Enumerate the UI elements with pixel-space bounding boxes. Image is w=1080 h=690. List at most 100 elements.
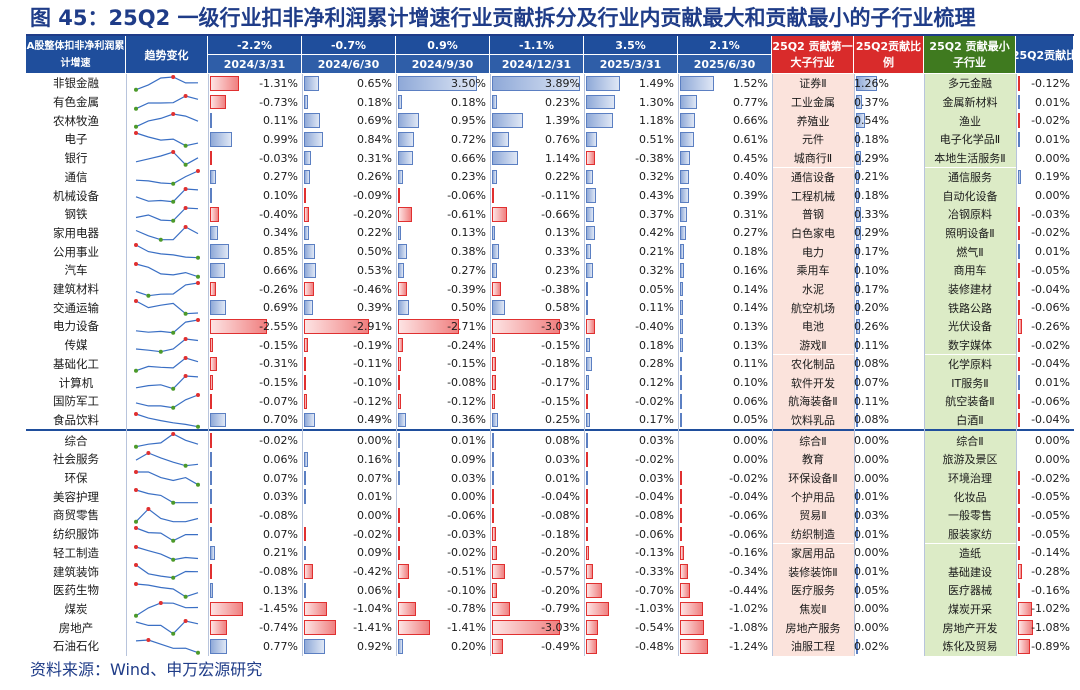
period-value-cell: -0.78% [396,600,490,619]
period-value-cell: -1.41% [302,618,396,637]
cell-text: 游戏Ⅱ [799,339,827,353]
sparkline-line [135,639,199,654]
positive-bar [210,470,212,486]
negative-bar [398,620,430,635]
sparkline-max-dot [134,262,138,266]
positive-bar [492,433,494,448]
bottom-contrib-cell: 0.00% [1016,149,1074,168]
cell-text: 0.00% [1035,434,1070,448]
cell-text: -0.34% [729,565,768,579]
positive-bar [856,300,860,316]
period-value-cell: -0.04% [584,487,678,506]
period-value-cell: -0.26% [208,280,302,299]
top-contrib-cell: 0.21% [854,168,924,187]
cell-text: 0.00% [357,434,392,448]
cell-text: 0.17% [854,245,889,259]
negative-bar [398,393,401,409]
trend-sparkline [126,392,208,411]
cell-text: 0.27% [451,263,486,277]
cell-text: 医疗器械 [948,584,992,598]
trend-sparkline [126,336,208,355]
positive-bar [586,169,594,185]
period-value-cell: 0.42% [584,224,678,243]
negative-bar [398,564,410,579]
period-value-cell: 0.13% [678,336,772,355]
positive-bar [856,206,862,222]
cell-text: 0.50% [357,245,392,259]
period-value-cell: -0.54% [584,618,678,637]
cell-text: 0.58% [545,301,580,315]
sparkline-min-dot [171,181,176,186]
sparkline-min-dot [183,312,188,317]
cell-text: 0.25% [545,413,580,427]
top-sub-industry: 通信设备 [772,167,854,187]
trend-sparkline [126,450,208,469]
top-sub-industry: 饮料乳品 [772,410,854,430]
positive-bar [210,113,213,129]
cell-text: 0.01% [357,490,392,504]
cell-text: -0.05% [1031,508,1070,522]
positive-bar [856,375,858,390]
period-value-cell: -0.34% [678,562,772,581]
positive-bar [586,337,591,353]
cell-text: 0.16% [733,263,768,277]
cell-text: 计算机 [58,375,94,390]
cell-text: -0.28% [1031,565,1070,579]
positive-bar [856,393,858,409]
negative-bar [680,620,705,635]
industry-name: 煤炭 [26,600,126,619]
bottom-sub-industry: 金属新材料 [924,92,1016,112]
bottom-contrib-cell: 0.00% [1016,186,1074,205]
period-value-cell: 0.00% [302,506,396,525]
top-sub-industry: 乘用车 [772,261,854,280]
cell-text: -0.14% [1031,546,1070,560]
cell-text: -0.38% [635,151,674,165]
period-value-cell: -0.08% [396,373,490,392]
negative-bar [304,620,336,635]
negative-bar [586,639,597,654]
period-value-cell: -0.06% [396,186,490,205]
contribution-table: A股整体扣非净利润累计增速 趋势变化 -2.2% 2024/3/31 -0.7% 2024… [26,36,1074,656]
period-value-cell: -0.15% [208,336,302,355]
sparkline-line [135,76,199,91]
period-value-cell: -0.51% [396,562,490,581]
cell-text: 1.52% [733,76,768,90]
cell-text: 0.03% [854,508,889,522]
top-contrib-cell: 0.00% [854,544,924,563]
column-divider [854,74,855,656]
header-period-total: -2.2% [208,36,302,55]
top-sub-industry: 个护用品 [772,487,854,507]
cell-text: 0.19% [1035,170,1070,184]
period-value-cell: 0.50% [396,298,490,317]
positive-bar [398,639,403,654]
cell-text: 个护用品 [791,490,835,504]
cell-text: 环保 [64,471,88,486]
sparkline-line [135,394,199,409]
cell-text: 0.21% [263,546,298,560]
cell-text: 石油石化 [53,639,99,654]
negative-bar [492,526,497,542]
cell-text: 煤炭 [64,601,88,616]
cell-text: 25Q2 贡献第一大子行业 [772,39,853,69]
negative-bar [492,375,496,390]
cell-text: 0.11% [733,357,768,371]
period-value-cell: 0.16% [678,261,772,280]
top-sub-industry: 软件开发 [772,373,854,392]
trend-sparkline [126,469,208,488]
industry-name: 机械设备 [26,186,126,205]
cell-text: 贸易Ⅱ [799,509,827,523]
negative-bar [680,489,682,505]
cell-text: 0.22% [357,226,392,240]
cell-text: 0.92% [357,639,392,653]
cell-text: -0.02% [353,527,392,541]
cell-text: 数字媒体 [948,339,992,353]
bottom-contrib-cell: 0.01% [1016,373,1074,392]
cell-text: 3.5% [615,38,646,52]
bottom-contrib-cell: -1.08% [1016,618,1074,637]
top-sub-industry: 航海装备Ⅱ [772,391,854,411]
positive-bar [210,412,226,428]
bottom-contrib-cell: 0.01% [1016,130,1074,149]
positive-bar [680,169,689,185]
period-value-cell: -0.16% [678,544,772,563]
period-value-cell: 0.58% [490,298,584,317]
